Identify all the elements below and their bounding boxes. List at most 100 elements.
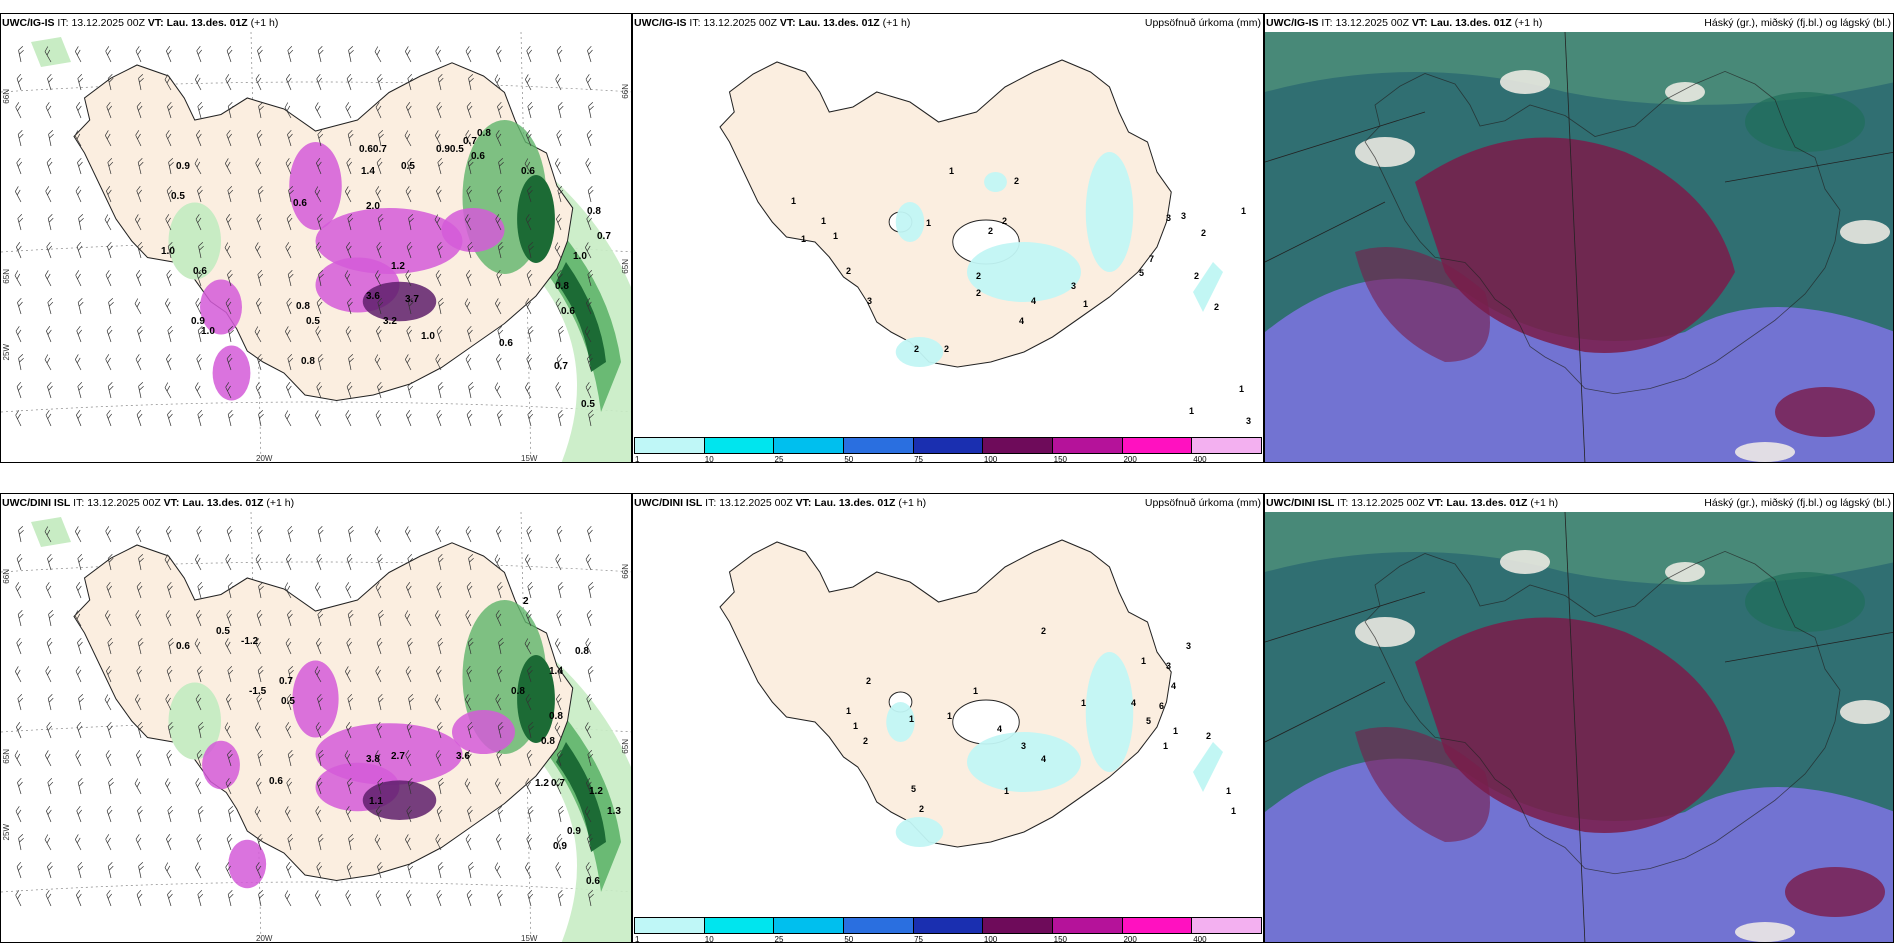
- lat-label: 66N: [621, 84, 630, 99]
- barb-shaft: [496, 754, 502, 767]
- legend-swatch: [1122, 438, 1193, 453]
- legend-swatch: [844, 918, 914, 933]
- wind-barb: [78, 214, 84, 231]
- wind-barb: [498, 158, 504, 175]
- legend-label: 10: [704, 455, 714, 463]
- barb-shaft: [196, 838, 202, 851]
- barb-flag: [465, 834, 470, 840]
- barb-shaft: [196, 50, 202, 63]
- wind-barb: [588, 102, 594, 119]
- barb-shaft: [556, 218, 562, 231]
- barb-flag: [196, 385, 201, 392]
- barb-flag: [468, 585, 473, 591]
- barb-flag: [77, 861, 83, 867]
- clear-gap: [1735, 922, 1795, 942]
- barb-flag: [79, 697, 84, 703]
- barb-flag: [17, 641, 23, 647]
- barb-flag: [258, 410, 264, 415]
- barb-flag: [347, 777, 352, 783]
- barb-flag: [78, 557, 84, 563]
- wind-barb: [258, 890, 264, 907]
- barb-flag: [314, 186, 319, 192]
- barb-flag: [348, 557, 353, 563]
- barb-flag: [258, 613, 263, 619]
- barb-shaft: [528, 246, 532, 259]
- wind-barb: [317, 129, 324, 147]
- barb-flag: [347, 105, 351, 112]
- barb-flag: [527, 357, 533, 363]
- barb-shaft: [196, 530, 202, 543]
- precip-value-label: 1: [821, 216, 826, 226]
- wind-barb: [197, 325, 204, 343]
- barb-flag: [48, 161, 53, 167]
- wind-barb: [16, 73, 23, 91]
- barb-flag: [467, 837, 472, 843]
- panel-ig-wind: UWC/IG-IS IT: 13.12.2025 00Z VT: Lau. 13…: [0, 13, 632, 463]
- barb-flag: [107, 893, 113, 899]
- barb-flag: [527, 217, 532, 223]
- panel-title: Uppsöfnuð úrkoma (mm): [1144, 17, 1261, 29]
- barb-flag: [436, 666, 441, 672]
- barb-flag: [376, 357, 381, 364]
- barb-flag: [196, 749, 202, 755]
- wind-barb: [288, 186, 294, 203]
- barb-flag: [18, 526, 24, 531]
- barb-flag: [497, 721, 503, 727]
- barb-shaft: [256, 698, 262, 711]
- wind-barb: [256, 778, 262, 795]
- barb-flag: [107, 49, 111, 56]
- wind-barb: [285, 638, 292, 655]
- barb-flag: [256, 245, 261, 252]
- barb-flag: [438, 161, 444, 167]
- barb-flag: [165, 214, 170, 220]
- wind-map: 0.50.90.60.82.01.40.60.70.50.90.50.70.60…: [1, 32, 631, 462]
- barb-shaft: [196, 134, 202, 147]
- barb-flag: [317, 245, 322, 251]
- barb-flag: [406, 133, 411, 140]
- barb-flag: [315, 102, 319, 108]
- barb-flag: [345, 410, 350, 416]
- wind-barb: [286, 382, 292, 399]
- barb-shaft: [556, 134, 562, 147]
- barb-flag: [137, 669, 143, 675]
- wind-barb: [44, 834, 52, 851]
- barb-flag: [316, 638, 321, 644]
- wind-barb: [107, 73, 114, 91]
- barb-flag: [47, 861, 52, 867]
- barb-flag: [255, 158, 260, 164]
- barb-flag: [378, 557, 383, 563]
- wind-barb: [17, 213, 24, 231]
- barb-flag: [164, 554, 169, 560]
- wind-barb: [17, 129, 24, 147]
- barb-flag: [494, 862, 499, 868]
- clear-gap: [1840, 700, 1890, 724]
- wind-barb: [14, 750, 22, 767]
- wind-barb: [255, 382, 262, 399]
- wind-barb: [346, 157, 353, 175]
- barb-flag: [18, 133, 24, 139]
- barb-flag: [528, 242, 534, 247]
- barb-flag: [289, 189, 294, 195]
- barb-flag: [316, 669, 321, 676]
- precip-value-label: 1.2: [589, 786, 603, 797]
- barb-flag: [377, 329, 382, 335]
- barb-flag: [18, 385, 23, 391]
- barb-flag: [258, 102, 264, 107]
- barb-flag: [16, 381, 22, 387]
- wind-barb: [347, 297, 353, 315]
- barb-shaft: [437, 558, 442, 571]
- barb-flag: [315, 326, 320, 332]
- precip-value-label: 1: [926, 218, 931, 228]
- wind-barb: [105, 270, 112, 287]
- barb-shaft: [256, 218, 262, 231]
- barb-flag: [45, 582, 50, 588]
- cloud-map: [1265, 512, 1893, 942]
- barb-flag: [168, 725, 174, 731]
- barb-flag: [408, 245, 413, 251]
- barb-shaft: [588, 586, 592, 599]
- barb-flag: [315, 890, 319, 896]
- barb-shaft: [47, 386, 52, 399]
- barb-flag: [259, 893, 264, 899]
- barb-flag: [17, 413, 21, 420]
- wind-barb: [228, 326, 234, 343]
